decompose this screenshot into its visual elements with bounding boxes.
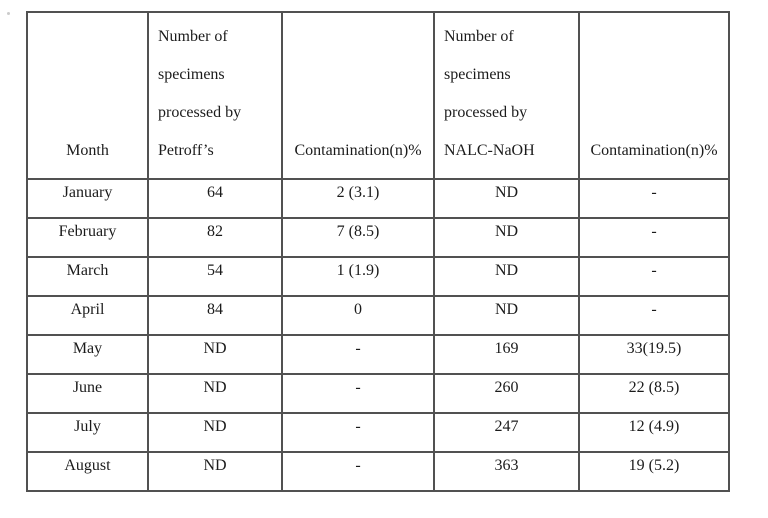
table-cell: ND [147,451,283,492]
header-line: processed by [158,104,242,121]
table-cell: 19 (5.2) [578,451,730,492]
table-cell: ND [433,217,580,258]
header-line: Contamination(n)% [590,142,718,159]
table-cell: - [281,373,435,414]
col-header-nalc-contamination: Contamination(n)% [578,11,730,180]
table-cell: ND [433,295,580,336]
table-cell-month: February [26,217,149,258]
table-row: February 82 7 (8.5) ND - [26,217,730,258]
table-cell: 7 (8.5) [281,217,435,258]
col-header-nalc-count: Number of specimens processed by NALC-Na… [433,11,580,180]
table-cell: 64 [147,178,283,219]
header-line: specimens [444,66,511,83]
table-cell: - [578,256,730,297]
table-cell-month: July [26,412,149,453]
header-line: NALC-NaOH [444,142,535,159]
table-cell: 82 [147,217,283,258]
header-line: Contamination(n)% [294,142,422,159]
table-cell-month: January [26,178,149,219]
table-cell: - [281,412,435,453]
table-cell-month: March [26,256,149,297]
table-header-row: Month Number of specimens processed by P… [26,11,730,180]
table-cell: 54 [147,256,283,297]
header-line: processed by [444,104,528,121]
col-header-month: Month [26,11,149,180]
table-cell: 22 (8.5) [578,373,730,414]
scan-speck [7,12,10,15]
table-cell-month: May [26,334,149,375]
table-cell: - [578,295,730,336]
table-cell: 363 [433,451,580,492]
table-cell: 2 (3.1) [281,178,435,219]
table-cell: 0 [281,295,435,336]
table-cell-month: August [26,451,149,492]
col-header-petroffs-count: Number of specimens processed by Petroff… [147,11,283,180]
specimen-contamination-table: Month Number of specimens processed by P… [26,11,730,492]
table-cell: - [578,217,730,258]
table-cell: ND [433,256,580,297]
table-cell: 33(19.5) [578,334,730,375]
table-cell: - [578,178,730,219]
header-line: specimens [158,66,225,83]
header-line: Number of [158,28,228,45]
table-cell: 84 [147,295,283,336]
table-cell: 247 [433,412,580,453]
table-row: July ND - 247 12 (4.9) [26,412,730,453]
header-line: Petroff’s [158,142,214,159]
table-row: May ND - 169 33(19.5) [26,334,730,375]
table-cell-month: June [26,373,149,414]
table-cell: - [281,451,435,492]
table-row: April 84 0 ND - [26,295,730,336]
table-cell-month: April [26,295,149,336]
table-row: August ND - 363 19 (5.2) [26,451,730,492]
table-cell: ND [433,178,580,219]
table-cell: ND [147,373,283,414]
table-cell: ND [147,412,283,453]
table-row: June ND - 260 22 (8.5) [26,373,730,414]
table-row: March 54 1 (1.9) ND - [26,256,730,297]
table-cell: 12 (4.9) [578,412,730,453]
table-cell: 169 [433,334,580,375]
table-row: January 64 2 (3.1) ND - [26,178,730,219]
table-cell: 260 [433,373,580,414]
col-header-month-label: Month [66,142,109,159]
table-cell: 1 (1.9) [281,256,435,297]
header-line: Number of [444,28,514,45]
col-header-petroffs-contamination: Contamination(n)% [281,11,435,180]
table-cell: ND [147,334,283,375]
table-cell: - [281,334,435,375]
